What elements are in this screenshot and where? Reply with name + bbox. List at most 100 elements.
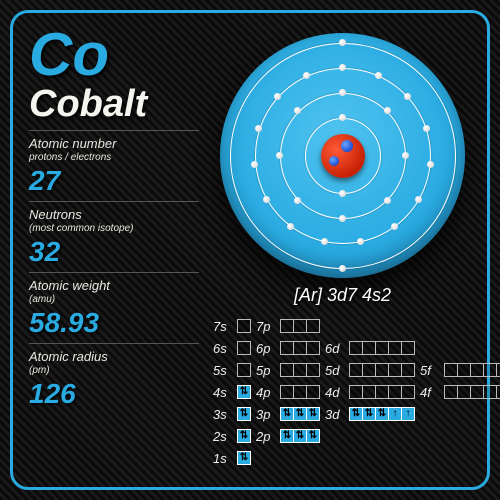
orbital-boxset xyxy=(280,385,319,399)
orbital-box xyxy=(457,385,471,399)
orbital-box xyxy=(349,385,363,399)
orbital-box xyxy=(293,363,307,377)
orbital-box xyxy=(470,385,484,399)
orbital-label: 4f xyxy=(420,385,438,400)
orbital-box xyxy=(388,363,402,377)
orbital-label: 6d xyxy=(325,341,343,356)
orbital-box xyxy=(388,385,402,399)
orbital-box xyxy=(375,363,389,377)
orbital-label: 5s xyxy=(213,363,231,378)
property-label: Atomic weight xyxy=(29,279,209,294)
orbital-box xyxy=(362,363,376,377)
orbital-box xyxy=(293,385,307,399)
orbital-boxset xyxy=(349,385,414,399)
orbital-box xyxy=(444,385,458,399)
electron-configuration: [Ar] 3d7 4s2 xyxy=(220,285,465,306)
orbital-row: 1s ⇅ xyxy=(213,447,500,469)
orbital-label: 4s xyxy=(213,385,231,400)
orbital-label: 7p xyxy=(256,319,274,334)
orbital-boxset: ⇅ xyxy=(237,451,250,465)
orbital-box xyxy=(375,385,389,399)
property-value: 27 xyxy=(29,165,209,197)
orbital-box xyxy=(237,319,251,333)
orbital-box xyxy=(401,385,415,399)
orbital-label: 4d xyxy=(325,385,343,400)
orbital-box xyxy=(496,363,500,377)
orbital-label: 3s xyxy=(213,407,231,422)
orbital-box xyxy=(280,363,294,377)
orbital-boxset xyxy=(444,385,500,399)
orbital-boxset: ⇅ xyxy=(237,407,250,421)
orbital-box xyxy=(470,363,484,377)
property: Atomic weight (amu) 58.93 xyxy=(29,272,209,339)
property-value: 126 xyxy=(29,378,209,410)
orbital-box xyxy=(280,319,294,333)
orbital-box: ⇅ xyxy=(237,385,251,399)
property-sublabel: (most common isotope) xyxy=(29,223,209,234)
orbital-box xyxy=(388,341,402,355)
orbital-box: ⇅ xyxy=(293,429,307,443)
orbital-boxset: ⇅⇅⇅ xyxy=(280,429,319,443)
orbital-row: 6s 6p 6d xyxy=(213,337,500,359)
orbital-box xyxy=(237,341,251,355)
orbital-label: 6s xyxy=(213,341,231,356)
orbital-box: ⇅ xyxy=(306,429,320,443)
orbital-box: ⇅ xyxy=(237,429,251,443)
orbital-label: 4p xyxy=(256,385,274,400)
orbital-box xyxy=(401,341,415,355)
orbital-box xyxy=(293,341,307,355)
orbital-boxset xyxy=(237,319,250,333)
orbital-row: 4s ⇅ 4p 4d 4f xyxy=(213,381,500,403)
orbital-box xyxy=(293,319,307,333)
orbital-label: 5f xyxy=(420,363,438,378)
nucleus-icon xyxy=(321,134,365,178)
orbital-box: ⇅ xyxy=(237,407,251,421)
orbital-boxset xyxy=(237,363,250,377)
orbital-row: 3s⇅3p⇅⇅⇅3d⇅⇅⇅↑↑ xyxy=(213,403,500,425)
orbital-boxset xyxy=(280,341,319,355)
electron-icon xyxy=(339,265,346,272)
property-sublabel: (pm) xyxy=(29,365,209,376)
orbital-box: ↑ xyxy=(401,407,415,421)
orbital-box xyxy=(306,341,320,355)
orbital-label: 3p xyxy=(256,407,274,422)
orbital-box xyxy=(401,363,415,377)
orbital-label: 5p xyxy=(256,363,274,378)
orbital-box xyxy=(306,363,320,377)
orbital-row: 7s7p xyxy=(213,315,500,337)
atom-diagram xyxy=(220,33,465,278)
orbital-box: ⇅ xyxy=(293,407,307,421)
orbital-boxset: ⇅⇅⇅↑↑ xyxy=(349,407,414,421)
orbital-label: 6p xyxy=(256,341,274,356)
orbital-box xyxy=(349,341,363,355)
orbital-label: 2s xyxy=(213,429,231,444)
orbital-box: ⇅ xyxy=(280,429,294,443)
orbital-box xyxy=(496,385,500,399)
orbital-label: 1s xyxy=(213,451,231,466)
orbital-box xyxy=(444,363,458,377)
property-label: Atomic radius xyxy=(29,350,209,365)
orbital-label: 2p xyxy=(256,429,274,444)
orbital-box xyxy=(375,341,389,355)
orbital-box: ⇅ xyxy=(375,407,389,421)
orbital-box xyxy=(457,363,471,377)
orbital-box: ⇅ xyxy=(306,407,320,421)
orbital-box: ⇅ xyxy=(237,451,251,465)
element-card: Co Cobalt Atomic number protons / electr… xyxy=(10,10,490,490)
orbital-box xyxy=(362,341,376,355)
orbital-boxset xyxy=(349,363,414,377)
orbital-boxset: ⇅ xyxy=(237,385,250,399)
property-value: 58.93 xyxy=(29,307,209,339)
orbital-boxset xyxy=(349,341,414,355)
orbital-box xyxy=(280,385,294,399)
orbital-box: ⇅ xyxy=(349,407,363,421)
property-label: Neutrons xyxy=(29,208,209,223)
orbital-boxset xyxy=(280,363,319,377)
orbital-boxset xyxy=(280,319,319,333)
electron-icon xyxy=(339,39,346,46)
orbital-box xyxy=(349,363,363,377)
orbital-diagram: 7s7p6s6p6d5s5p5d5f4s⇅4p4d4f3s⇅3p⇅⇅⇅3d⇅⇅⇅… xyxy=(213,315,500,469)
orbital-box xyxy=(483,385,497,399)
orbital-box xyxy=(362,385,376,399)
orbital-box xyxy=(306,385,320,399)
